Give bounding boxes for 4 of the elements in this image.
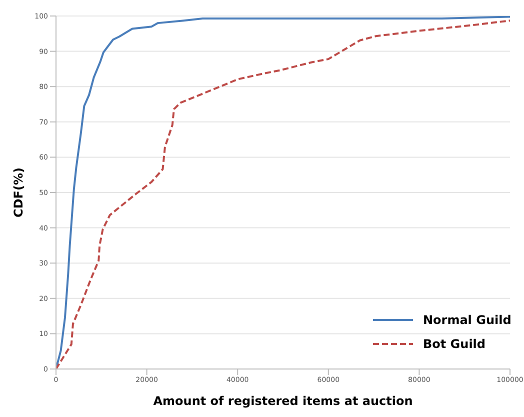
x-axis-title: Amount of registered items at auction [153, 394, 413, 408]
y-axis-title: CDF(%) [11, 168, 26, 218]
legend-label: Normal Guild [423, 313, 512, 327]
legend-label: Bot Guild [423, 337, 486, 351]
